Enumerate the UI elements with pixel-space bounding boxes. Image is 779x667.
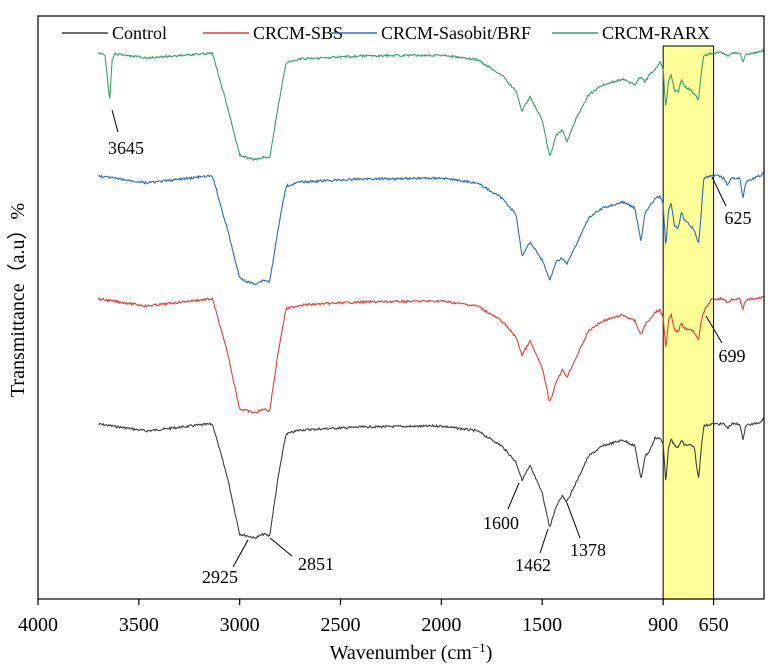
series-line-crcm-sasobit-brf xyxy=(98,172,765,286)
annotation-1462: 1462 xyxy=(515,555,551,575)
legend-label-control: Control xyxy=(112,23,167,43)
x-axis-title-superscript: −1 xyxy=(472,640,486,655)
x-tick-label-1500: 1500 xyxy=(522,614,562,636)
x-tick-layer: 4000 3500 3000 2500 2000 1500 900 650 xyxy=(18,599,729,636)
series-line-crcm-rarx xyxy=(98,48,765,162)
annotation-leader-1462 xyxy=(539,528,549,554)
x-tick-label-650: 650 xyxy=(699,614,729,636)
annotation-layer: 3645 2925 2851 1600 1462 1378 699 625 xyxy=(108,138,752,587)
series-line-crcm-sbs xyxy=(97,295,765,414)
x-axis-title: Wavenumber (cm−1) xyxy=(330,640,493,665)
y-axis-title: Transmittance（a.u）% xyxy=(6,203,29,397)
legend-label-crcm-sasobit-brf: CRCM-Sasobit/BRF xyxy=(381,23,531,43)
series-line-control xyxy=(98,417,765,540)
annotation-leader-699 xyxy=(705,315,723,344)
x-tick-label-3500: 3500 xyxy=(119,614,159,636)
legend-label-crcm-rarx: CRCM-RARX xyxy=(602,23,710,43)
x-tick-label-2000: 2000 xyxy=(421,614,461,636)
highlight-band xyxy=(662,45,715,600)
annotation-leader-2851 xyxy=(269,537,293,557)
annotation-leader-1600 xyxy=(507,482,520,510)
plot-frame xyxy=(37,15,765,600)
x-tick-label-2500: 2500 xyxy=(321,614,361,636)
annotation-leader-625 xyxy=(711,176,727,207)
legend: Control CRCM-SBS CRCM-Sasobit/BRF CRCM-RARX xyxy=(62,23,710,43)
annotation-625: 625 xyxy=(725,208,752,228)
x-tick-label-3000: 3000 xyxy=(220,614,260,636)
x-tick-label-900: 900 xyxy=(648,614,678,636)
annotation-3645: 3645 xyxy=(108,138,144,158)
annotation-699: 699 xyxy=(719,346,746,366)
annotation-2851: 2851 xyxy=(298,554,334,574)
annotation-1378: 1378 xyxy=(570,540,606,560)
annotation-leader-2925 xyxy=(232,539,249,568)
legend-label-crcm-sbs: CRCM-SBS xyxy=(253,23,343,43)
x-tick-label-4000: 4000 xyxy=(18,614,58,636)
series-layer xyxy=(97,48,765,540)
annotation-2925: 2925 xyxy=(202,567,238,587)
annotation-leader-3645 xyxy=(111,109,119,133)
annotation-leader-lines xyxy=(111,109,727,568)
highlight-band-layer xyxy=(662,45,715,600)
annotation-leader-1378 xyxy=(566,502,581,539)
annotation-1600: 1600 xyxy=(483,513,519,533)
